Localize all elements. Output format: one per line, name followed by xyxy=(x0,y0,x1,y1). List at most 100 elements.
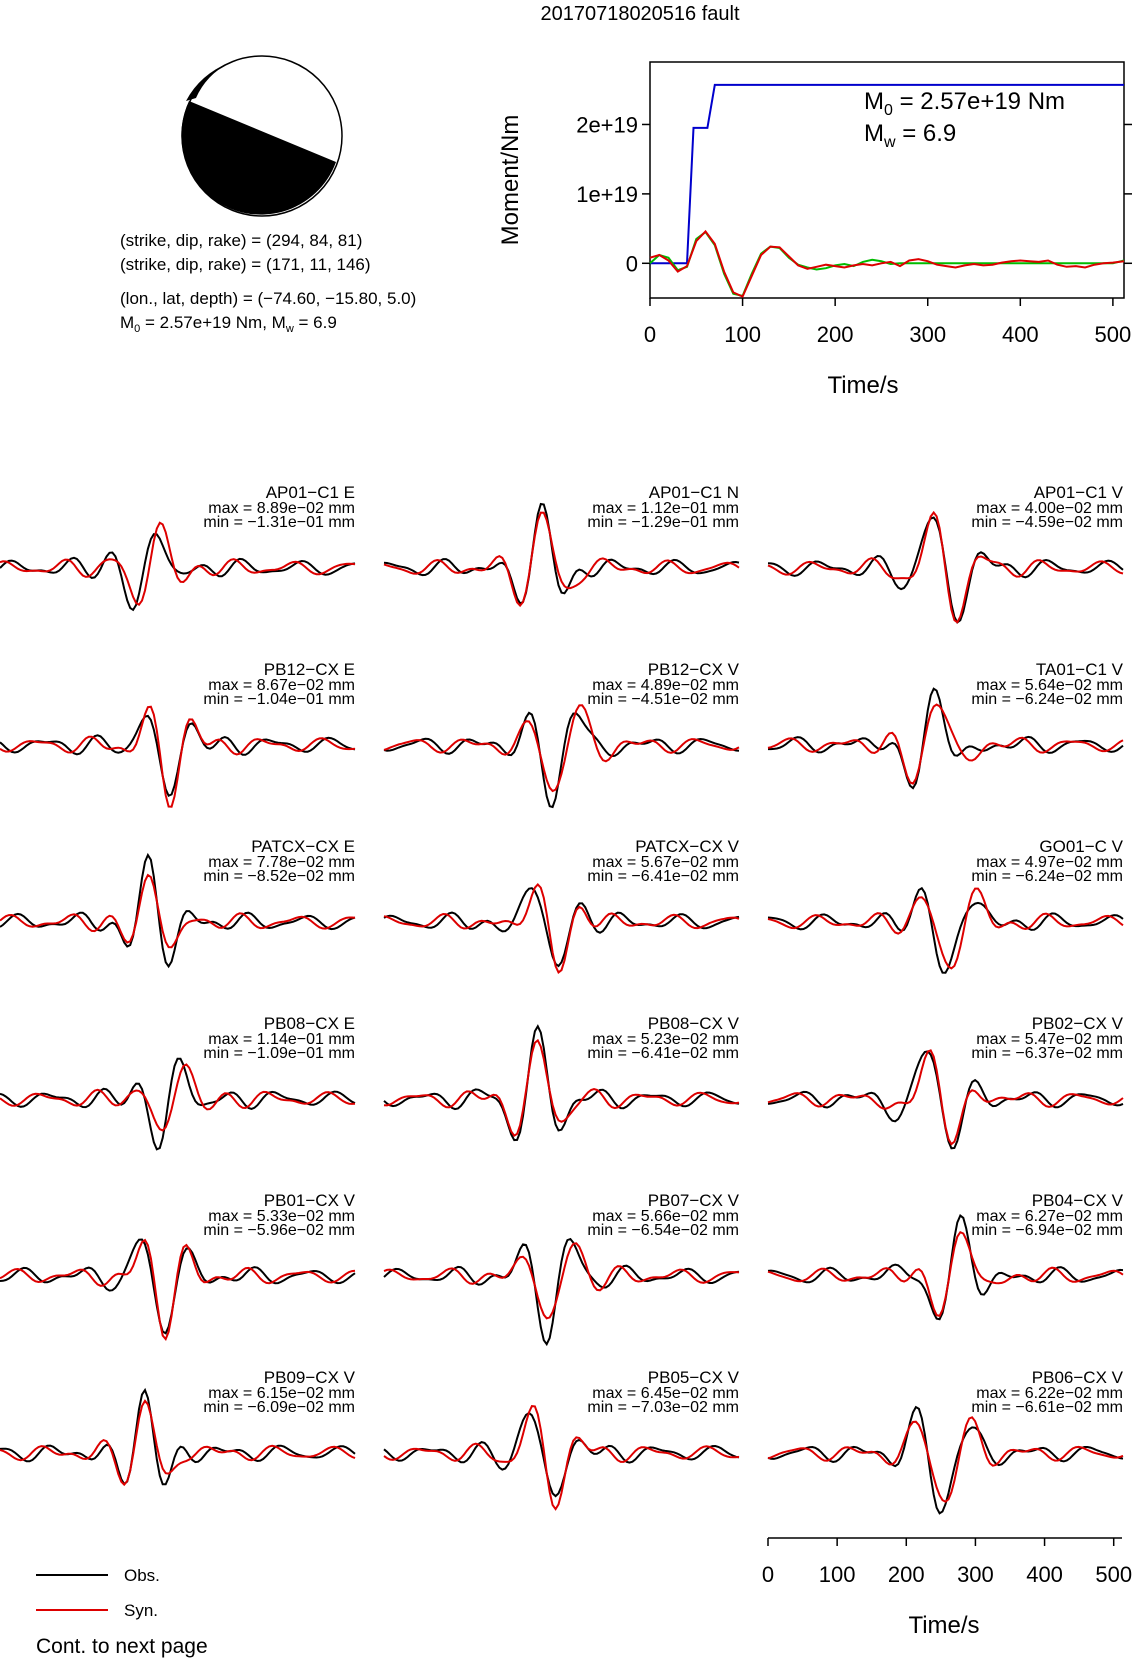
trace-max-label: max = 5.64e−02 mm xyxy=(976,677,1123,694)
beachball-compressional-quadrant-main xyxy=(181,101,336,215)
legend: Obs. Syn. xyxy=(36,1566,160,1620)
trace-station-label: PB02−CX V xyxy=(1032,1014,1124,1033)
trace-station-label: PATCX−CX V xyxy=(635,837,739,856)
trace-min-label: min = −6.37e−02 mm xyxy=(971,1045,1123,1062)
waveform-time-axis: 0 100 200 300 400 500 Time/s xyxy=(762,1537,1132,1639)
trace-station-label: AP01−C1 N xyxy=(649,483,739,502)
trace-observed-line xyxy=(383,1411,740,1498)
source-info: (strike, dip, rake) = (294, 84, 81) (str… xyxy=(120,231,416,335)
trace-synthetic-line xyxy=(767,703,1124,785)
nodal-plane-1: (strike, dip, rake) = (294, 84, 81) xyxy=(120,231,362,250)
trace-min-label: min = −6.94e−02 mm xyxy=(971,1222,1123,1239)
trace-observed-line xyxy=(767,1405,1124,1515)
trace-max-label: max = 6.45e−02 mm xyxy=(592,1385,739,1402)
trace-observed-line xyxy=(383,502,740,605)
trace-min-label: min = −1.04e−01 mm xyxy=(203,691,355,708)
trace-station-label: GO01−C V xyxy=(1039,837,1123,856)
trace-station-label: PB08−CX E xyxy=(264,1014,355,1033)
moment-chart-mw-annotation: Mw = 6.9 xyxy=(864,120,956,151)
moment-chart-xlabel: Time/s xyxy=(827,372,898,399)
moment-chart: 0 100 200 300 400 500 0 1e+19 2e+19 Time/s Momen… xyxy=(497,61,1132,399)
trace-synthetic-line xyxy=(767,1049,1124,1146)
trace-min-label: min = −6.41e−02 mm xyxy=(587,1045,739,1062)
trace-min-label: min = −1.29e−01 mm xyxy=(587,514,739,531)
trace-synthetic-line xyxy=(767,1416,1124,1503)
trace-station-label: AP01−C1 E xyxy=(266,483,355,502)
time-axis-label: Time/s xyxy=(908,1612,979,1639)
moment-chart-xtick-label: 300 xyxy=(909,322,946,347)
trace-max-label: max = 1.14e−01 mm xyxy=(208,1031,355,1048)
trace-observed-line xyxy=(767,1050,1124,1150)
trace-synthetic-line xyxy=(0,873,356,949)
trace-max-label: max = 8.89e−02 mm xyxy=(208,500,355,517)
moment-chart-xtick-label: 400 xyxy=(1002,322,1039,347)
moment-summary: M0 = 2.57e+19 Nm, Mw = 6.9 xyxy=(120,313,337,335)
time-axis-tick-label: 200 xyxy=(888,1562,925,1587)
beachball-compressional-quadrant-top xyxy=(186,63,229,101)
trace-min-label: min = −7.03e−02 mm xyxy=(587,1399,739,1416)
trace-observed-line xyxy=(0,1387,356,1486)
trace-observed-line xyxy=(0,1238,356,1335)
trace-observed-line xyxy=(383,1237,740,1347)
trace-max-label: max = 5.47e−02 mm xyxy=(976,1031,1123,1048)
trace-station-label: PB07−CX V xyxy=(648,1191,740,1210)
moment-chart-ytick-label: 0 xyxy=(626,251,638,276)
moment-chart-xtick-label: 200 xyxy=(817,322,854,347)
trace-observed-line xyxy=(0,1057,356,1151)
trace-max-label: max = 7.78e−02 mm xyxy=(208,854,355,871)
trace-min-label: min = −1.09e−01 mm xyxy=(203,1045,355,1062)
trace-synthetic-line xyxy=(767,510,1124,624)
trace-max-label: max = 5.23e−02 mm xyxy=(592,1031,739,1048)
trace-max-label: max = 5.67e−02 mm xyxy=(592,854,739,871)
trace-min-label: min = −6.41e−02 mm xyxy=(587,868,739,885)
trace-min-label: min = −8.52e−02 mm xyxy=(203,868,355,885)
trace-synthetic-line xyxy=(0,1238,356,1342)
moment-chart-series-0 xyxy=(650,83,1124,265)
trace-station-label: TA01−C1 V xyxy=(1036,660,1124,679)
trace-station-label: PB06−CX V xyxy=(1032,1368,1124,1387)
trace-synthetic-line xyxy=(383,704,740,793)
trace-max-label: max = 4.89e−02 mm xyxy=(592,677,739,694)
trace-observed-line xyxy=(768,687,1124,790)
trace-synthetic-line xyxy=(0,1063,356,1132)
moment-chart-ytick-label: 1e+19 xyxy=(576,182,638,207)
time-axis-tick-label: 0 xyxy=(762,1562,774,1587)
trace-synthetic-line xyxy=(383,1242,740,1320)
trace-max-label: max = 6.22e−02 mm xyxy=(976,1385,1123,1402)
trace-station-label: PB05−CX V xyxy=(648,1368,740,1387)
figure-title: 20170718020516 fault xyxy=(540,3,740,25)
moment-chart-series xyxy=(649,83,1125,298)
trace-synthetic-line xyxy=(383,1405,740,1511)
trace-max-label: max = 8.67e−02 mm xyxy=(208,677,355,694)
trace-max-label: max = 5.66e−02 mm xyxy=(592,1208,739,1225)
time-axis-tick-label: 500 xyxy=(1095,1562,1132,1587)
trace-min-label: min = −5.96e−02 mm xyxy=(203,1222,355,1239)
trace-station-label: AP01−C1 V xyxy=(1034,483,1124,502)
trace-max-label: max = 4.97e−02 mm xyxy=(976,854,1123,871)
trace-max-label: max = 6.15e−02 mm xyxy=(208,1385,355,1402)
nodal-plane-2: (strike, dip, rake) = (171, 11, 146) xyxy=(120,255,371,274)
trace-min-label: min = −6.24e−02 mm xyxy=(971,691,1123,708)
trace-station-label: PB12−CX V xyxy=(648,660,740,679)
trace-min-label: min = −6.61e−02 mm xyxy=(971,1399,1123,1416)
time-axis-tick-label: 300 xyxy=(957,1562,994,1587)
moment-chart-xtick-label: 100 xyxy=(724,322,761,347)
legend-syn-label: Syn. xyxy=(124,1601,158,1620)
time-axis-tick-label: 400 xyxy=(1026,1562,1063,1587)
trace-min-label: min = −6.54e−02 mm xyxy=(587,1222,739,1239)
